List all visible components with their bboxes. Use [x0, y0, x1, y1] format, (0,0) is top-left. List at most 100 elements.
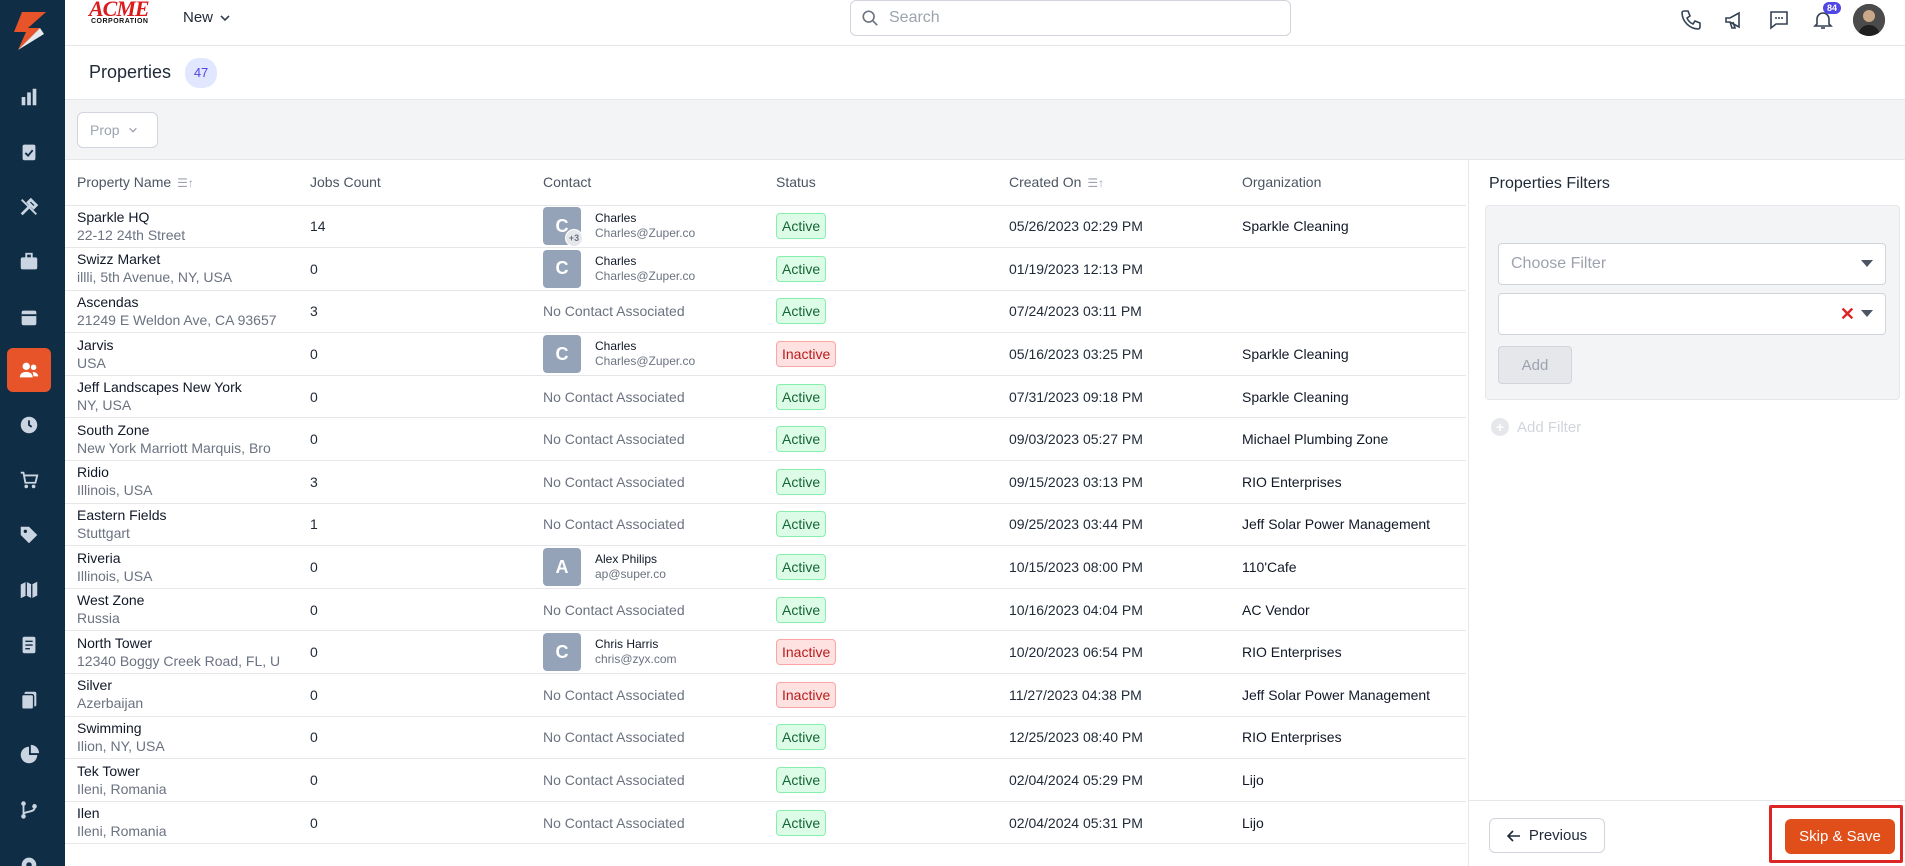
- table-row[interactable]: Ridio Illinois, USA 3 No Contact Associat…: [65, 460, 1466, 504]
- property-name[interactable]: Swizz Market: [77, 251, 161, 268]
- sidebar-item-assets[interactable]: [7, 240, 51, 284]
- jobs-count-cell: 1: [298, 503, 531, 547]
- sidebar-item-settings[interactable]: [7, 843, 51, 866]
- property-name[interactable]: Jarvis: [77, 336, 114, 353]
- property-name[interactable]: Sparkle HQ: [77, 208, 150, 225]
- previous-button[interactable]: Previous: [1489, 818, 1605, 853]
- sidebar-item-documents[interactable]: [7, 678, 51, 722]
- property-name[interactable]: Silver: [77, 677, 113, 694]
- table-row[interactable]: North Tower 12340 Boggy Creek Road, FL, U…: [65, 630, 1466, 675]
- table-row[interactable]: Silver Azerbaijan 0 No Contact Associated…: [65, 673, 1466, 717]
- contact-column-cell: No Contact Associated: [531, 588, 764, 632]
- property-name[interactable]: North Tower: [77, 634, 153, 651]
- created-on-cell: 10/15/2023 08:00 PM: [997, 545, 1230, 589]
- add-button[interactable]: Add: [1498, 346, 1572, 384]
- contact-cell[interactable]: C Charles Charles@Zuper.co: [543, 249, 764, 288]
- table-row[interactable]: Eastern Fields Stuttgart 1 No Contact Ass…: [65, 503, 1466, 547]
- announcements-button[interactable]: [1721, 6, 1749, 34]
- contact-column-cell: C +3 Charles Charles@Zuper.co: [531, 205, 764, 249]
- app-logo[interactable]: [0, 0, 65, 60]
- table-row[interactable]: Jeff Landscapes New York NY, USA 0 No Con…: [65, 375, 1466, 419]
- no-contact-text: No Contact Associated: [543, 473, 685, 490]
- table-row[interactable]: Swizz Market illli, 5th Avenue, NY, USA 0…: [65, 247, 1466, 291]
- add-filter-link[interactable]: + Add Filter: [1491, 418, 1581, 436]
- sidebar-item-orders[interactable]: [7, 458, 51, 502]
- sort-icon[interactable]: ☰↑: [177, 176, 194, 191]
- sidebar-item-pricing[interactable]: [7, 513, 51, 557]
- property-cell: Sparkle HQ 22-12 24th Street: [65, 205, 298, 249]
- global-search[interactable]: [850, 0, 1291, 36]
- workflow-icon: [21, 801, 37, 819]
- jobs-count-cell: 0: [298, 630, 531, 675]
- sidebar-item-timesheets[interactable]: [7, 403, 51, 447]
- skip-and-save-button[interactable]: Skip & Save: [1785, 819, 1895, 854]
- table-row[interactable]: Tek Tower Ileni, Romania 0 No Contact Ass…: [65, 758, 1466, 802]
- property-name[interactable]: Ilen: [77, 805, 100, 822]
- jobs-count-cell: 0: [298, 758, 531, 802]
- new-dropdown[interactable]: New: [183, 9, 231, 26]
- column-header-label: Jobs Count: [310, 174, 381, 191]
- created-on-cell: 01/19/2023 12:13 PM: [997, 247, 1230, 291]
- tools-icon: [20, 197, 39, 216]
- contact-initial: C: [555, 343, 569, 364]
- more-contacts-badge[interactable]: +3: [565, 229, 583, 247]
- contact-column-cell: No Contact Associated: [531, 801, 764, 845]
- notifications-button[interactable]: 84: [1809, 2, 1841, 34]
- property-name[interactable]: Ridio: [77, 464, 109, 481]
- contact-name: Charles: [595, 339, 637, 354]
- organization-cell: Lijo: [1230, 758, 1466, 802]
- sidebar-item-workflows[interactable]: [7, 788, 51, 832]
- property-name[interactable]: Ascendas: [77, 293, 139, 310]
- contact-avatar: C: [543, 249, 581, 288]
- sort-icon[interactable]: ☰↑: [1087, 176, 1105, 191]
- table-row[interactable]: Ilen Ileni, Romania 0 No Contact Associat…: [65, 801, 1466, 845]
- filters-panel-title: Properties Filters: [1489, 175, 1610, 192]
- table-row[interactable]: Swimming Ilion, NY, USA 0 No Contact Asso…: [65, 716, 1466, 760]
- organization-cell: RIO Enterprises: [1230, 716, 1466, 760]
- filter-value-select[interactable]: ✕: [1498, 293, 1886, 335]
- table-row[interactable]: Sparkle HQ 22-12 24th Street 14 C +3 Charl…: [65, 205, 1466, 249]
- column-header-property-name[interactable]: Property Name ☰↑: [65, 160, 298, 206]
- table-row[interactable]: Riveria Illinois, USA 0 A Alex Philips ap…: [65, 545, 1466, 589]
- sidebar-item-invoices[interactable]: [7, 623, 51, 667]
- contact-column-cell: No Contact Associated: [531, 460, 764, 504]
- property-name[interactable]: Riveria: [77, 549, 121, 566]
- sidebar: [0, 0, 65, 866]
- property-name[interactable]: Jeff Landscapes New York: [77, 379, 242, 396]
- column-header-created-on[interactable]: Created On ☰↑: [997, 160, 1230, 206]
- property-name[interactable]: Eastern Fields: [77, 506, 167, 523]
- sidebar-item-map[interactable]: [7, 568, 51, 612]
- contact-cell[interactable]: C Charles Charles@Zuper.co: [543, 335, 764, 374]
- table-row[interactable]: Ascendas 21249 E Weldon Ave, CA 93657 3 N…: [65, 290, 1466, 334]
- user-avatar[interactable]: [1853, 4, 1885, 36]
- contact-cell[interactable]: C Chris Harris chris@zyx.com: [543, 633, 764, 672]
- search-input[interactable]: [889, 9, 1269, 27]
- contact-cell[interactable]: A Alex Philips ap@super.co: [543, 548, 764, 587]
- property-name[interactable]: West Zone: [77, 592, 145, 609]
- chat-button[interactable]: [1765, 6, 1793, 34]
- prop-filter-dropdown[interactable]: Prop: [77, 112, 158, 148]
- sidebar-item-customers[interactable]: [7, 348, 51, 392]
- contact-initial: A: [555, 556, 569, 577]
- sidebar-item-tools[interactable]: [7, 185, 51, 229]
- brand-logo[interactable]: ACME CORPORATION: [89, 0, 161, 32]
- column-header-label: Status: [776, 174, 816, 191]
- property-address: Ilion, NY, USA: [77, 737, 165, 754]
- clock-icon: [20, 416, 38, 434]
- table-row[interactable]: South Zone New York Marriott Marquis, Bro…: [65, 417, 1466, 462]
- contact-cell[interactable]: C +3 Charles Charles@Zuper.co: [543, 207, 764, 247]
- sidebar-item-dashboard[interactable]: [7, 75, 51, 119]
- sidebar-item-schedule[interactable]: [7, 295, 51, 339]
- phone-button[interactable]: [1677, 6, 1705, 34]
- column-header-label: Property Name: [77, 174, 172, 191]
- table-row[interactable]: West Zone Russia 0 No Contact Associated …: [65, 588, 1466, 632]
- table-row[interactable]: Jarvis USA 0 C Charles Charles@Zuper.co I…: [65, 332, 1466, 376]
- property-name[interactable]: South Zone: [77, 421, 150, 438]
- sidebar-item-reports[interactable]: [7, 733, 51, 777]
- contact-email: ap@super.co: [595, 567, 666, 582]
- clear-icon[interactable]: ✕: [1839, 304, 1855, 324]
- choose-filter-select[interactable]: Choose Filter: [1498, 243, 1886, 285]
- property-name[interactable]: Tek Tower: [77, 762, 140, 779]
- sidebar-item-jobs[interactable]: [7, 130, 51, 174]
- property-name[interactable]: Swimming: [77, 719, 142, 736]
